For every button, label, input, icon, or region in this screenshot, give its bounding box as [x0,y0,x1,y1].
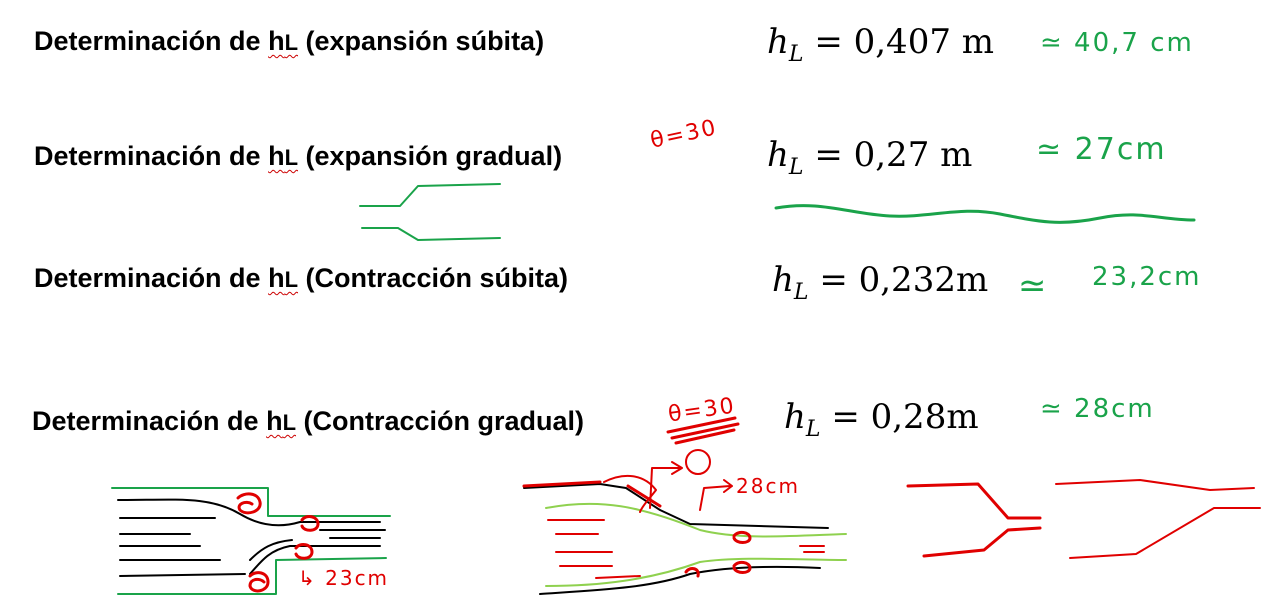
handwritten-approx-1: ≃ 40,7 cm [1040,28,1194,58]
strike-scribble [666,416,740,445]
heading-prefix: Determinación de [32,406,267,436]
heading-case: (expansión gradual) [305,141,563,171]
hl-symbol: hL [266,406,297,436]
heading-prefix: Determinación de [34,141,269,171]
heading-expansion-subita: Determinación de hL (expansión súbita) [34,26,544,57]
equation-expansion-subita: hL = 0,407 m [767,22,995,67]
hl-symbol: hL [268,141,299,171]
equation-contraccion-subita: hL = 0,232m [772,260,989,305]
heading-prefix: Determinación de [34,263,269,293]
sudden-contraction-sketch [111,487,391,595]
equation-expansion-gradual: hL = 0,27 m [767,135,973,180]
sudden-contraction-loss-label: ↳ 23cm [298,566,390,590]
handwritten-approx-symbol-3: ≃ [1018,266,1049,306]
wavy-divider [774,204,1196,224]
gradual-contraction-loss-label: 28cm [736,474,800,498]
handwritten-approx-3: 23,2cm [1092,262,1202,292]
equation-contraccion-gradual: hL = 0,28m [784,397,979,442]
contraction-expansion-outline-sketch [906,479,1261,559]
hl-symbol: hL [268,263,299,293]
gradual-expansion-sketch [359,183,501,241]
gradual-contraction-sketch [522,449,847,595]
handwritten-approx-4: ≃ 28cm [1040,394,1155,424]
heading-prefix: Determinación de [34,26,269,56]
heading-case: (Contracción gradual) [303,406,585,436]
handwritten-approx-2: ≃ 27cm [1036,132,1167,167]
heading-case: (expansión súbita) [305,26,545,56]
heading-contraccion-subita: Determinación de hL (Contracción súbita) [34,263,568,294]
heading-expansion-gradual: Determinación de hL (expansión gradual) [34,141,562,172]
heading-contraccion-gradual: Determinación de hL (Contracción gradual… [32,406,584,437]
heading-case: (Contracción súbita) [305,263,569,293]
hl-symbol: hL [268,26,299,56]
